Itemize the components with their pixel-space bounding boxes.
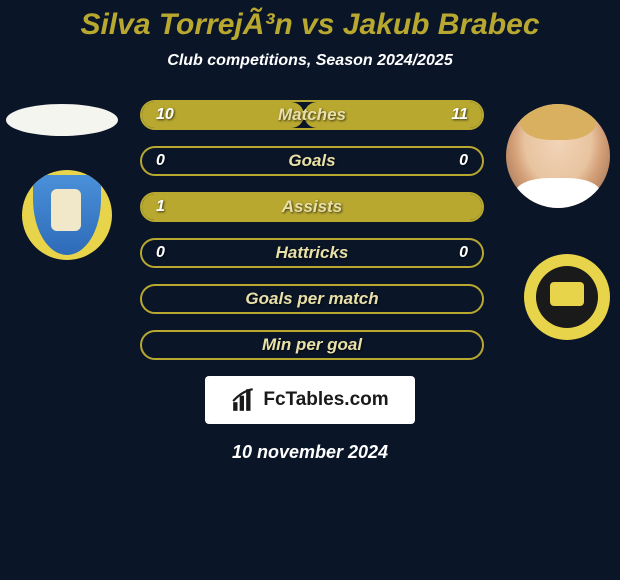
stat-bars: 10 Matches 11 0 Goals 0 1 Assists 0 Hattricks 0 Goa… <box>140 100 484 360</box>
stat-value-left: 10 <box>156 106 174 124</box>
stat-label: Goals <box>288 151 335 171</box>
stat-label: Assists <box>282 197 342 217</box>
comparison-body: 10 Matches 11 0 Goals 0 1 Assists 0 Hattricks 0 Goa… <box>0 100 620 463</box>
stat-value-right: 11 <box>451 106 468 124</box>
fctables-brand-text: FcTables.com <box>263 389 388 411</box>
stat-value-left: 1 <box>156 198 165 216</box>
player-right-avatar <box>506 104 610 208</box>
stat-bar: 1 Assists <box>140 192 484 222</box>
stat-value-right: 0 <box>459 152 468 170</box>
fctables-brand: FcTables.com <box>205 376 415 424</box>
stat-value-right: 0 <box>459 244 468 262</box>
stat-bar: 0 Goals 0 <box>140 146 484 176</box>
club-left-badge <box>22 170 112 260</box>
stat-label: Goals per match <box>245 289 378 309</box>
stat-bar: Min per goal <box>140 330 484 360</box>
comparison-subtitle: Club competitions, Season 2024/2025 <box>0 52 620 70</box>
stat-label: Matches <box>278 105 346 125</box>
club-right-badge <box>524 254 610 340</box>
fctables-logo-icon <box>231 387 257 413</box>
comparison-title: Silva TorrejÃ³n vs Jakub Brabec <box>0 0 620 42</box>
club-right-inner-icon <box>536 266 598 328</box>
stat-value-left: 0 <box>156 152 165 170</box>
stat-label: Hattricks <box>276 243 349 263</box>
player-left-avatar <box>6 104 118 136</box>
stat-label: Min per goal <box>262 335 362 355</box>
comparison-date: 10 november 2024 <box>0 442 620 463</box>
stat-bar: Goals per match <box>140 284 484 314</box>
club-left-shield-icon <box>33 175 101 255</box>
stat-bar: 10 Matches 11 <box>140 100 484 130</box>
stat-value-left: 0 <box>156 244 165 262</box>
stat-bar: 0 Hattricks 0 <box>140 238 484 268</box>
